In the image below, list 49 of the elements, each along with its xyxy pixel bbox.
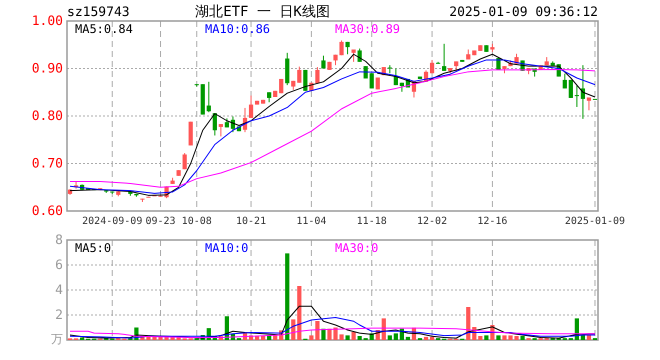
legend-item: MA5:0.84 <box>75 22 133 36</box>
chart-title: 湖北ETF 一 日K线图 <box>195 4 330 20</box>
line-series <box>70 317 596 339</box>
y-tick-label: 8 <box>55 233 63 248</box>
bar <box>508 335 513 340</box>
x-tick-label: 09-23 <box>145 216 176 227</box>
y-tick-label: 0.70 <box>32 156 63 172</box>
y-tick-label: 4 <box>55 283 64 298</box>
bar <box>502 335 507 340</box>
y-axis-title: 万 <box>51 332 63 346</box>
legend-item: MA10:0.86 <box>205 22 270 36</box>
legend-item: MA30:0.89 <box>335 22 400 36</box>
y-tick-label: 1.00 <box>32 14 63 29</box>
x-tick-label: 11-04 <box>296 216 326 227</box>
bar <box>484 335 488 340</box>
bar <box>496 335 501 340</box>
bar <box>345 335 350 340</box>
bar <box>352 332 356 340</box>
bar <box>520 336 525 340</box>
y-tick-label: 0.60 <box>32 204 63 219</box>
bar <box>514 336 519 340</box>
text: sz159743 <box>67 5 130 20</box>
bar <box>309 335 314 340</box>
x-tick-label: 12-02 <box>417 216 448 227</box>
text: 2025-01-09 09:36:12 <box>449 5 598 20</box>
bar <box>406 336 410 340</box>
bar <box>285 253 290 340</box>
y-tick-label: 0.80 <box>32 109 63 124</box>
legend-item: MA10:0 <box>205 241 248 255</box>
x-tick-label: 11-18 <box>356 216 387 227</box>
bar <box>430 336 434 340</box>
y-tick-label: 6 <box>55 258 63 273</box>
line-series <box>70 306 596 339</box>
x-tick-label: 2025-01-09 <box>564 216 626 227</box>
legend-item: MA5:0 <box>75 241 112 255</box>
line-series <box>70 328 596 338</box>
y-tick-label: 2 <box>55 308 63 323</box>
x-tick-label: 10-08 <box>182 216 212 227</box>
y-tick-label: 0.90 <box>32 62 63 76</box>
x-tick-label: 2024-09-09 <box>82 216 142 227</box>
bar <box>315 321 320 340</box>
bar <box>339 334 344 340</box>
bar <box>580 335 586 340</box>
legend-item: MA30:0 <box>335 241 378 255</box>
bar <box>146 336 151 340</box>
x-tick-label: 10-21 <box>236 216 266 227</box>
x-tick-label: 12-16 <box>477 216 508 227</box>
bar <box>424 336 428 340</box>
bar <box>586 335 592 340</box>
